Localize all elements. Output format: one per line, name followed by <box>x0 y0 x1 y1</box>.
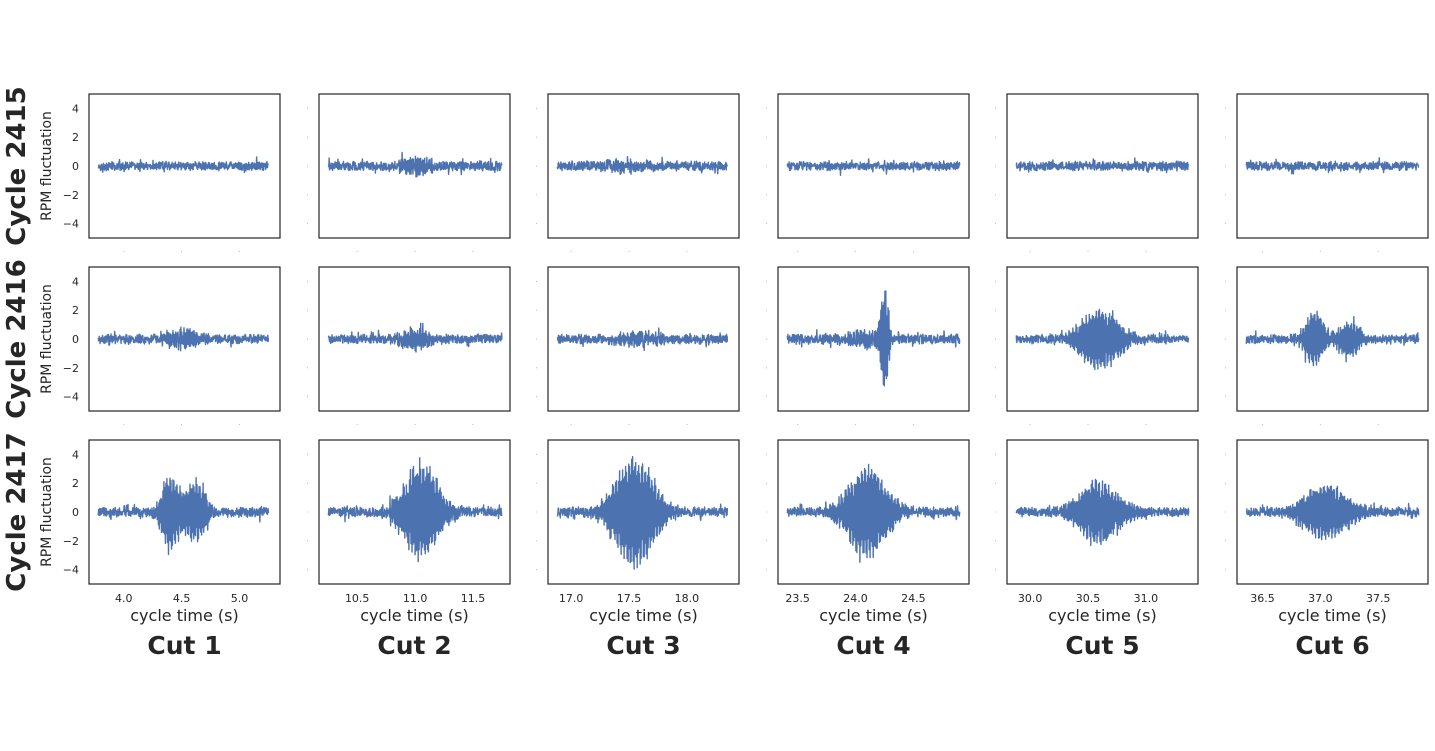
series-line-1-5 <box>1015 157 1190 174</box>
xtick-label: 18.0 <box>675 592 700 605</box>
column-label-cut: Cut 5 <box>1065 631 1139 660</box>
plot-frame-2-2 <box>318 266 511 412</box>
xtick-label: 4.0 <box>115 592 133 605</box>
ytick-label: 0 <box>72 333 79 346</box>
column-label-cut: Cut 1 <box>147 631 221 660</box>
plot-frame-3-3 <box>547 439 740 585</box>
series-line-1-4 <box>786 158 961 177</box>
column-label-cut: Cut 6 <box>1295 631 1369 660</box>
plot-frame-2-1 <box>88 266 281 412</box>
y-axis-label: RPM fluctuation <box>39 111 55 221</box>
row-label-cycle: Cycle 2415 <box>2 86 32 245</box>
plot-frame-2-5 <box>1006 266 1199 412</box>
series-line-2-5 <box>1015 308 1190 371</box>
ytick-label: 4 <box>72 275 79 288</box>
x-axis-label: cycle time (s) <box>1278 606 1387 625</box>
plot-frame-2-3 <box>547 266 740 412</box>
column-label-cut: Cut 2 <box>377 631 451 660</box>
series-line-3-4 <box>786 463 961 563</box>
xtick-label: 30.5 <box>1076 592 1101 605</box>
x-axis-label: cycle time (s) <box>360 606 469 625</box>
series-line-3-6 <box>1245 485 1420 541</box>
xtick-label: 4.5 <box>173 592 191 605</box>
ytick-label: 2 <box>72 131 79 144</box>
ytick-label: −4 <box>63 391 79 404</box>
series-line-2-1 <box>97 326 270 352</box>
plot-frame-2-4 <box>777 266 970 412</box>
ytick-label: 4 <box>72 448 79 461</box>
plot-frame-3-6 <box>1236 439 1429 585</box>
x-axis-label: cycle time (s) <box>589 606 698 625</box>
xtick-label: 24.0 <box>843 592 868 605</box>
ytick-label: −2 <box>63 189 79 202</box>
plot-frame-3-1 <box>88 439 281 585</box>
x-axis-label: cycle time (s) <box>130 606 239 625</box>
xtick-label: 17.0 <box>559 592 584 605</box>
plot-frame-1-2 <box>318 93 511 239</box>
series-line-3-3 <box>556 455 729 570</box>
y-axis-label: RPM fluctuation <box>39 457 55 567</box>
xtick-label: 30.0 <box>1018 592 1043 605</box>
series-line-1-1 <box>97 156 269 174</box>
column-label-cut: Cut 4 <box>836 631 910 660</box>
series-line-2-2 <box>327 322 503 353</box>
plot-frame-1-6 <box>1236 93 1429 239</box>
xtick-label: 23.5 <box>785 592 810 605</box>
plot-frame-1-4 <box>777 93 970 239</box>
xtick-label: 11.5 <box>461 592 486 605</box>
plot-frame-3-5 <box>1006 439 1199 585</box>
xtick-label: 37.5 <box>1366 592 1391 605</box>
ytick-label: −4 <box>63 218 79 231</box>
plot-frame-3-2 <box>318 439 511 585</box>
series-line-2-4 <box>786 290 961 387</box>
ytick-label: 0 <box>72 160 79 173</box>
plot-frame-1-3 <box>547 93 740 239</box>
series-line-1-2 <box>327 151 503 178</box>
plot-frame-2-6 <box>1236 266 1429 412</box>
xtick-label: 17.5 <box>617 592 642 605</box>
ytick-label: 2 <box>72 477 79 490</box>
series-line-1-6 <box>1245 157 1420 175</box>
x-axis-label: cycle time (s) <box>1048 606 1157 625</box>
xtick-label: 5.0 <box>231 592 249 605</box>
xtick-label: 11.0 <box>403 592 428 605</box>
xtick-label: 24.5 <box>901 592 926 605</box>
row-label-cycle: Cycle 2416 <box>2 259 32 418</box>
ytick-label: 2 <box>72 304 79 317</box>
xtick-label: 10.5 <box>345 592 370 605</box>
xtick-label: 31.0 <box>1134 592 1159 605</box>
ytick-label: 0 <box>72 506 79 519</box>
series-line-3-5 <box>1015 478 1190 547</box>
ytick-label: −2 <box>63 535 79 548</box>
ytick-label: −2 <box>63 362 79 375</box>
series-line-3-2 <box>327 457 503 563</box>
ytick-label: −4 <box>63 564 79 577</box>
plot-frame-1-1 <box>88 93 281 239</box>
plot-frame-3-4 <box>777 439 970 585</box>
series-line-1-3 <box>556 155 729 176</box>
column-label-cut: Cut 3 <box>606 631 680 660</box>
series-line-2-6 <box>1245 310 1420 367</box>
x-axis-label: cycle time (s) <box>819 606 928 625</box>
row-label-cycle: Cycle 2417 <box>2 432 32 591</box>
series-line-3-1 <box>97 477 270 556</box>
ytick-label: 4 <box>72 102 79 115</box>
xtick-label: 36.5 <box>1250 592 1275 605</box>
y-axis-label: RPM fluctuation <box>39 284 55 394</box>
xtick-label: 37.0 <box>1308 592 1333 605</box>
plot-frame-1-5 <box>1006 93 1199 239</box>
series-line-2-3 <box>556 327 729 351</box>
